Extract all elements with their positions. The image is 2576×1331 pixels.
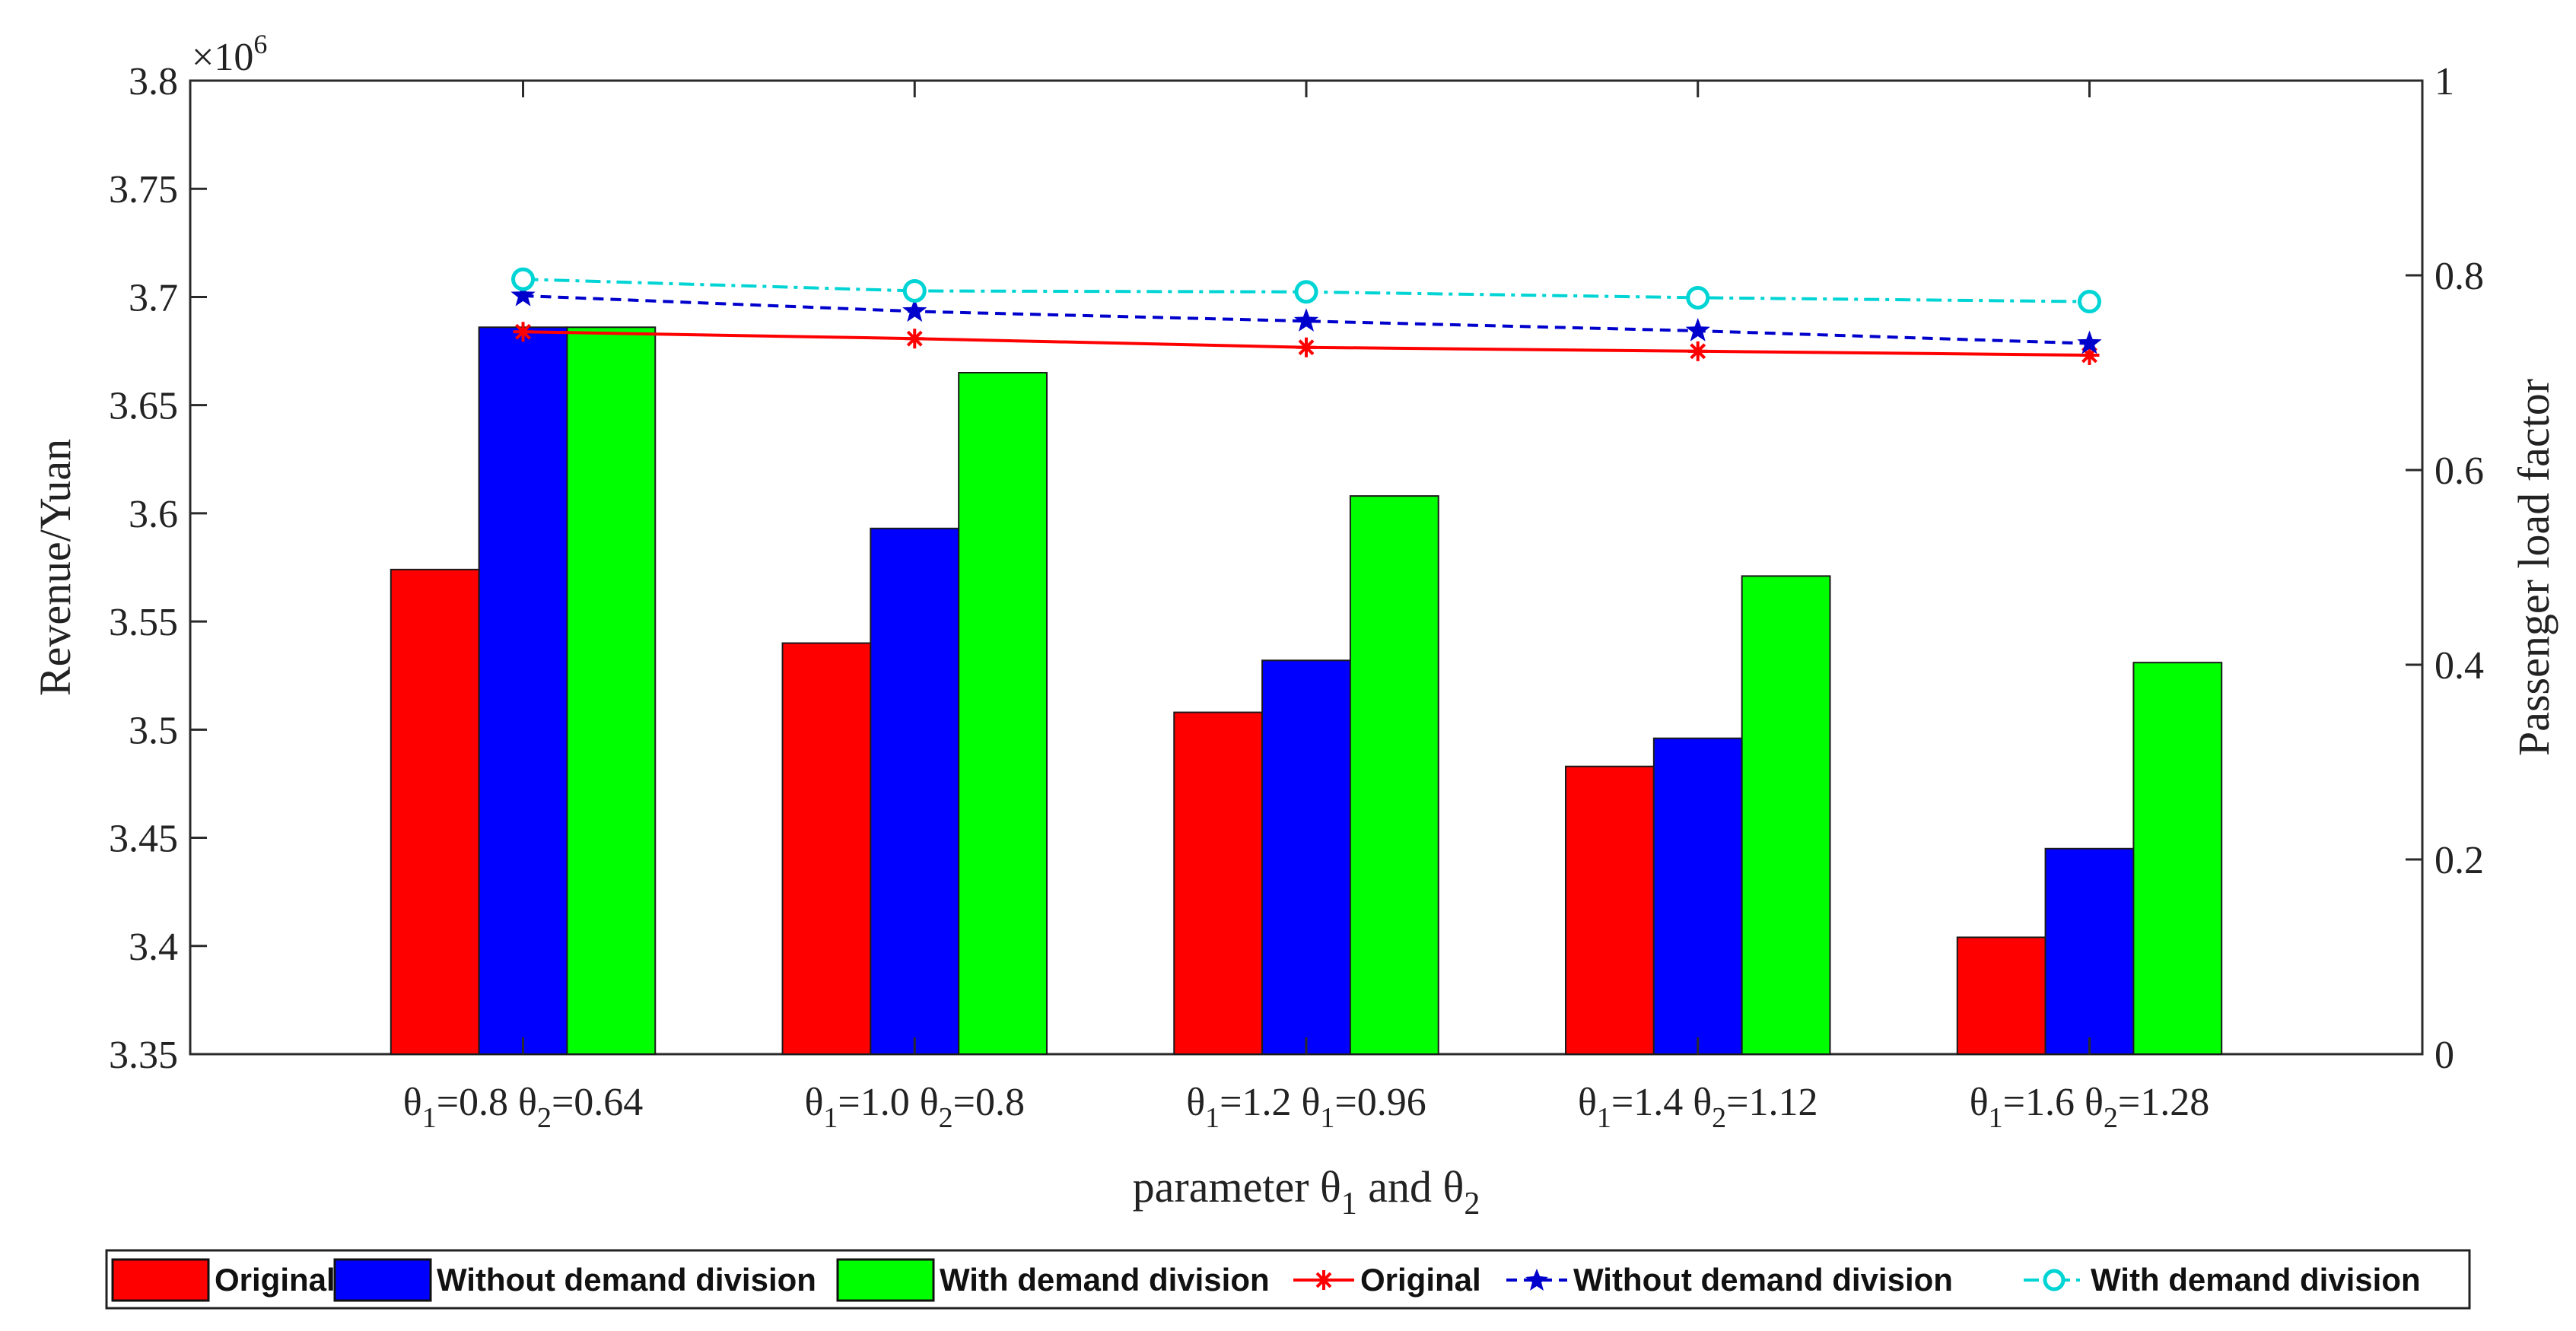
legend-box xyxy=(105,1249,2471,1310)
bar-original-1 xyxy=(781,642,872,1055)
legend: Original Without demand division With de… xyxy=(105,1249,2471,1310)
plot-area xyxy=(189,79,2424,1056)
x-tick-label-0: θ1=0.8 θ2=0.64 xyxy=(403,1081,644,1134)
point-without-demand-division-1 xyxy=(902,298,927,322)
point-with-demand-division-4 xyxy=(2077,290,2101,314)
y-multiplier-exp: 6 xyxy=(253,29,267,59)
legend-label-bar-without: Without demand division xyxy=(437,1262,816,1298)
point-with-demand-division-2 xyxy=(1294,280,1318,304)
bar-with-demand-division-2 xyxy=(1349,495,1439,1055)
x-tick-label-2: θ1=1.2 θ1=0.96 xyxy=(1186,1081,1426,1134)
lines-layer xyxy=(510,267,2102,365)
bar-without-demand-division-3 xyxy=(1652,737,1743,1055)
y-left-tick-6: 3.65 xyxy=(109,385,178,428)
legend-swatch-bar-original xyxy=(111,1258,210,1302)
y-right-tick-4: 0.8 xyxy=(2434,255,2484,298)
legend-label-line-without: Without demand division xyxy=(1573,1262,1953,1298)
x-tick-label-1: θ1=1.0 θ2=0.8 xyxy=(805,1081,1026,1134)
left-tick-labels: 3.35 3.4 3.45 3.5 3.55 3.6 3.65 3.7 3.75 3.8 xyxy=(109,60,178,1077)
bars-layer xyxy=(390,326,2223,1056)
y-left-label: Revenue/Yuan xyxy=(30,439,80,696)
bar-with-demand-division-4 xyxy=(2132,662,2223,1055)
y-right-tick-1: 0.2 xyxy=(2434,839,2484,882)
legend-label-bar-with: With demand division xyxy=(940,1262,1270,1298)
y-multiplier: ×106 xyxy=(192,29,267,79)
x-axis-label: parameter θ1 and θ2 xyxy=(1133,1162,1480,1221)
point-without-demand-division-3 xyxy=(1685,318,1710,341)
point-with-demand-division-3 xyxy=(1686,285,1710,310)
y-left-tick-0: 3.35 xyxy=(109,1034,178,1077)
point-original-3 xyxy=(1687,341,1708,361)
right-tick-labels: 0 0.2 0.4 0.6 0.8 1 xyxy=(2434,60,2484,1077)
y-left-tick-4: 3.55 xyxy=(109,601,178,644)
bar-original-2 xyxy=(1173,711,1264,1055)
x-tick-label-4: θ1=1.6 θ2=1.28 xyxy=(1970,1081,2210,1134)
point-with-demand-division-1 xyxy=(902,278,927,303)
bar-original-3 xyxy=(1565,765,1655,1055)
y-right-tick-3: 0.6 xyxy=(2434,449,2484,493)
point-original-1 xyxy=(905,329,925,349)
x-tick-labels: θ1=0.8 θ2=0.64 θ1=1.0 θ2=0.8 θ1=1.2 θ1=0.9… xyxy=(403,1081,2209,1134)
point-with-demand-division-0 xyxy=(511,267,536,291)
point-without-demand-division-2 xyxy=(1293,308,1319,332)
x-label-sub2: 2 xyxy=(1464,1186,1480,1221)
y-left-tick-7: 3.7 xyxy=(129,276,178,319)
y-left-tick-3: 3.5 xyxy=(129,709,178,752)
point-without-demand-division-0 xyxy=(510,282,536,307)
y-right-tick-5: 1 xyxy=(2434,60,2454,103)
x-label-mid: and θ xyxy=(1357,1162,1465,1212)
point-without-demand-division-4 xyxy=(2077,330,2102,354)
y-left-tick-5: 3.6 xyxy=(129,493,178,536)
right-axis: 0 0.2 0.4 0.6 0.8 1 Passenger load factor xyxy=(2434,60,2559,1077)
ticks-layer xyxy=(190,79,2422,1056)
bar-without-demand-division-2 xyxy=(1261,659,1351,1055)
legend-label-line-with: With demand division xyxy=(2091,1262,2421,1298)
y-right-label: Passenger load factor xyxy=(2509,379,2559,756)
legend-marker-without xyxy=(1525,1269,1548,1291)
left-axis: 3.35 3.4 3.45 3.5 3.55 3.6 3.65 3.7 3.75 3.8 ×106… xyxy=(30,29,267,1077)
bar-without-demand-division-4 xyxy=(2044,847,2135,1056)
y-multiplier-base: ×10 xyxy=(192,36,253,79)
y-left-tick-1: 3.4 xyxy=(129,926,178,969)
bar-with-demand-division-3 xyxy=(1741,575,1831,1055)
legend-marker-with xyxy=(2043,1269,2066,1291)
y-left-tick-8: 3.75 xyxy=(109,168,178,211)
y-left-tick-9: 3.8 xyxy=(129,60,178,103)
legend-swatch-bar-without xyxy=(333,1258,432,1302)
bar-without-demand-division-0 xyxy=(478,326,568,1055)
point-original-2 xyxy=(1296,337,1316,357)
bar-without-demand-division-1 xyxy=(870,527,960,1055)
y-right-tick-2: 0.4 xyxy=(2434,644,2484,688)
x-label-sub1: 1 xyxy=(1341,1186,1357,1221)
bar-with-demand-division-0 xyxy=(566,326,657,1055)
y-left-tick-2: 3.45 xyxy=(109,818,178,861)
x-label-prefix: parameter θ xyxy=(1133,1162,1341,1212)
x-tick-label-3: θ1=1.4 θ2=1.12 xyxy=(1578,1081,1818,1134)
bar-original-4 xyxy=(1956,936,2046,1056)
bar-with-demand-division-1 xyxy=(958,372,1048,1055)
point-original-0 xyxy=(513,322,533,342)
legend-label-bar-original: Original xyxy=(215,1262,336,1298)
y-right-tick-0: 0 xyxy=(2434,1034,2454,1077)
legend-label-line-original: Original xyxy=(1360,1262,1481,1298)
legend-marker-original xyxy=(1314,1270,1334,1290)
legend-swatch-bar-with xyxy=(836,1258,935,1302)
bar-original-0 xyxy=(390,568,480,1055)
